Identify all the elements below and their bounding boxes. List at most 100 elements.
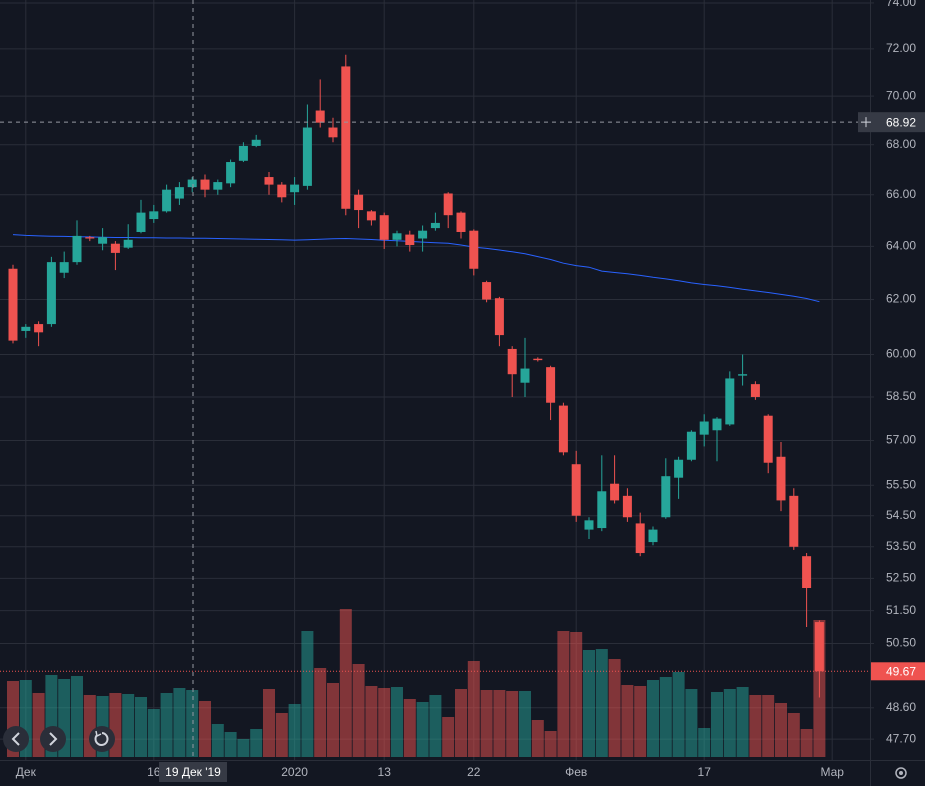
candle-body (123, 239, 133, 248)
volume-bar (659, 677, 672, 757)
volume-bar (237, 739, 250, 757)
volume-bar (608, 659, 621, 757)
y-tick-label: 68.00 (886, 137, 916, 151)
candle-body (738, 374, 748, 376)
volume-bar (391, 687, 403, 757)
candle-body (290, 184, 300, 193)
y-tick-label: 52.50 (886, 571, 916, 585)
candle-body (712, 418, 722, 431)
x-tick-label: Фев (565, 765, 587, 779)
candle-body (8, 268, 18, 341)
candle-body (597, 491, 607, 529)
volume-bar (493, 690, 506, 757)
volume-bar (595, 649, 608, 757)
gear-icon[interactable] (895, 767, 907, 779)
candle-body (264, 177, 274, 185)
candle-body (546, 367, 556, 403)
x-tick-label: Мар (820, 765, 844, 779)
candle-body (72, 235, 82, 263)
volume-bar (339, 609, 352, 757)
candle-body (98, 237, 108, 244)
scroll-left-button[interactable] (3, 726, 29, 752)
y-tick-label: 66.00 (886, 187, 916, 201)
candle-body (750, 384, 760, 397)
volume-bar (416, 702, 429, 757)
volume-bar (570, 632, 583, 757)
candle-body (302, 127, 312, 186)
volume-bar (250, 729, 263, 757)
crosshair-date-tag (159, 762, 227, 782)
icon (11, 732, 20, 746)
candle-body (725, 378, 735, 425)
y-tick-label: 55.50 (886, 477, 916, 491)
candle-body (443, 193, 453, 216)
reset-button[interactable] (89, 726, 115, 752)
volume-bar (557, 631, 570, 757)
gear-icon-center (899, 771, 903, 775)
volume-bar (58, 679, 71, 757)
volume-bar (634, 686, 647, 757)
candle-body (533, 358, 543, 361)
crosshair-date-label: 19 Дек '19 (165, 765, 221, 779)
candle-body (213, 182, 223, 190)
scroll-right-button[interactable] (40, 726, 66, 752)
x-tick-label: 17 (698, 765, 712, 779)
candle-body (814, 622, 824, 672)
volume-bar (583, 650, 595, 757)
candle-body (251, 139, 261, 146)
candle-body (405, 234, 415, 246)
volume-bar (672, 672, 685, 757)
y-tick-label: 60.00 (886, 347, 916, 361)
y-tick-label: 64.00 (886, 239, 916, 253)
candle-body (494, 298, 504, 336)
candle-body (661, 476, 671, 518)
volume-bar (467, 661, 480, 757)
y-tick-label: 62.00 (886, 292, 916, 306)
candle-body (635, 523, 645, 554)
volume-bar (365, 686, 378, 757)
icon (49, 732, 58, 746)
candle-body (277, 184, 287, 198)
volume-bar (544, 731, 557, 757)
candle-body (238, 145, 248, 161)
candle-body (789, 495, 799, 547)
y-tick-label: 50.50 (886, 636, 916, 650)
crosshair-price-label: 68.92 (886, 115, 916, 129)
volume-bar (32, 693, 45, 757)
y-tick-label: 70.00 (886, 88, 916, 102)
y-tick-label: 72.00 (886, 41, 916, 55)
candle-body (187, 179, 197, 188)
moving-average-line (12, 234, 820, 303)
candle-body (469, 230, 479, 269)
candle-body (507, 348, 517, 375)
volume-bar (698, 728, 711, 757)
volume-bar (787, 713, 800, 757)
volume-bar (749, 695, 762, 757)
crosshair-price-tag (858, 112, 925, 133)
candle-body (34, 324, 44, 333)
last-price-tag (871, 662, 925, 681)
candle-body (802, 556, 812, 588)
candle-body (366, 211, 376, 221)
volume-bar (506, 691, 519, 757)
candle-body (699, 421, 709, 435)
candle-body (200, 179, 210, 190)
x-tick-label: 13 (378, 765, 392, 779)
y-tick-label: 48.60 (886, 700, 916, 714)
volume-bar (186, 690, 199, 757)
candle-body (558, 405, 568, 453)
settings[interactable] (895, 767, 907, 779)
volume-bar (531, 720, 544, 757)
candle-body (85, 237, 95, 239)
x-tick-label: 16 (147, 765, 161, 779)
volume-bar (71, 676, 83, 757)
candle-body (315, 110, 325, 123)
candle-body (456, 212, 466, 232)
candle-body (379, 215, 389, 240)
candle-body (763, 415, 773, 463)
volume-bar (442, 717, 455, 757)
candle-body (46, 262, 56, 325)
volume-bar (775, 703, 787, 757)
